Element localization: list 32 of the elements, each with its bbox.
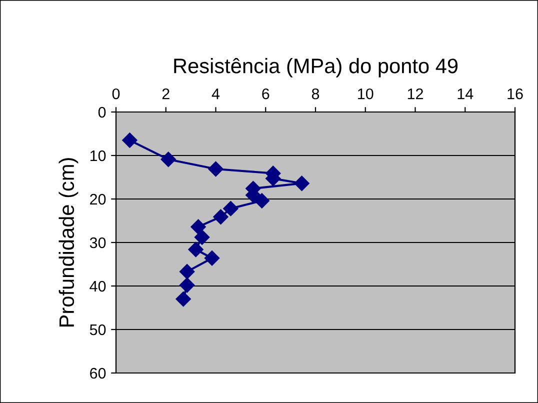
point xyxy=(254,193,270,208)
point xyxy=(208,161,224,177)
x-tick-label: 14 xyxy=(458,88,474,100)
x-tick-label: 16 xyxy=(508,88,523,100)
point xyxy=(176,291,191,307)
y-tick-label: 50 xyxy=(90,324,106,336)
y-tick-label: 60 xyxy=(90,368,106,379)
x-tick-label: 12 xyxy=(408,88,423,100)
point xyxy=(160,152,176,167)
point xyxy=(223,201,238,216)
point xyxy=(294,176,310,191)
y-tick-label: 20 xyxy=(90,194,106,205)
x-tick-label: 6 xyxy=(262,88,270,100)
x-tick-label: 0 xyxy=(112,88,120,100)
point xyxy=(180,264,195,280)
x-tick-label: 2 xyxy=(162,88,170,100)
x-tick-label: 10 xyxy=(358,88,374,100)
y-tick-label: 0 xyxy=(98,106,106,118)
x-tick-label: 4 xyxy=(212,88,220,100)
y-tick-label: 40 xyxy=(90,280,106,292)
x-tick-label: 8 xyxy=(312,88,320,100)
point xyxy=(122,132,138,148)
chart-title: Resistência (MPa) do ponto 49 xyxy=(174,58,458,78)
y-axis-title: Profundidade (cm) xyxy=(58,158,78,326)
point xyxy=(188,242,204,258)
point xyxy=(204,250,220,266)
y-tick-label: 10 xyxy=(90,150,106,162)
point xyxy=(190,219,206,234)
point xyxy=(194,230,210,245)
y-tick-label: 30 xyxy=(90,237,106,248)
point xyxy=(213,209,228,224)
point xyxy=(180,278,195,293)
